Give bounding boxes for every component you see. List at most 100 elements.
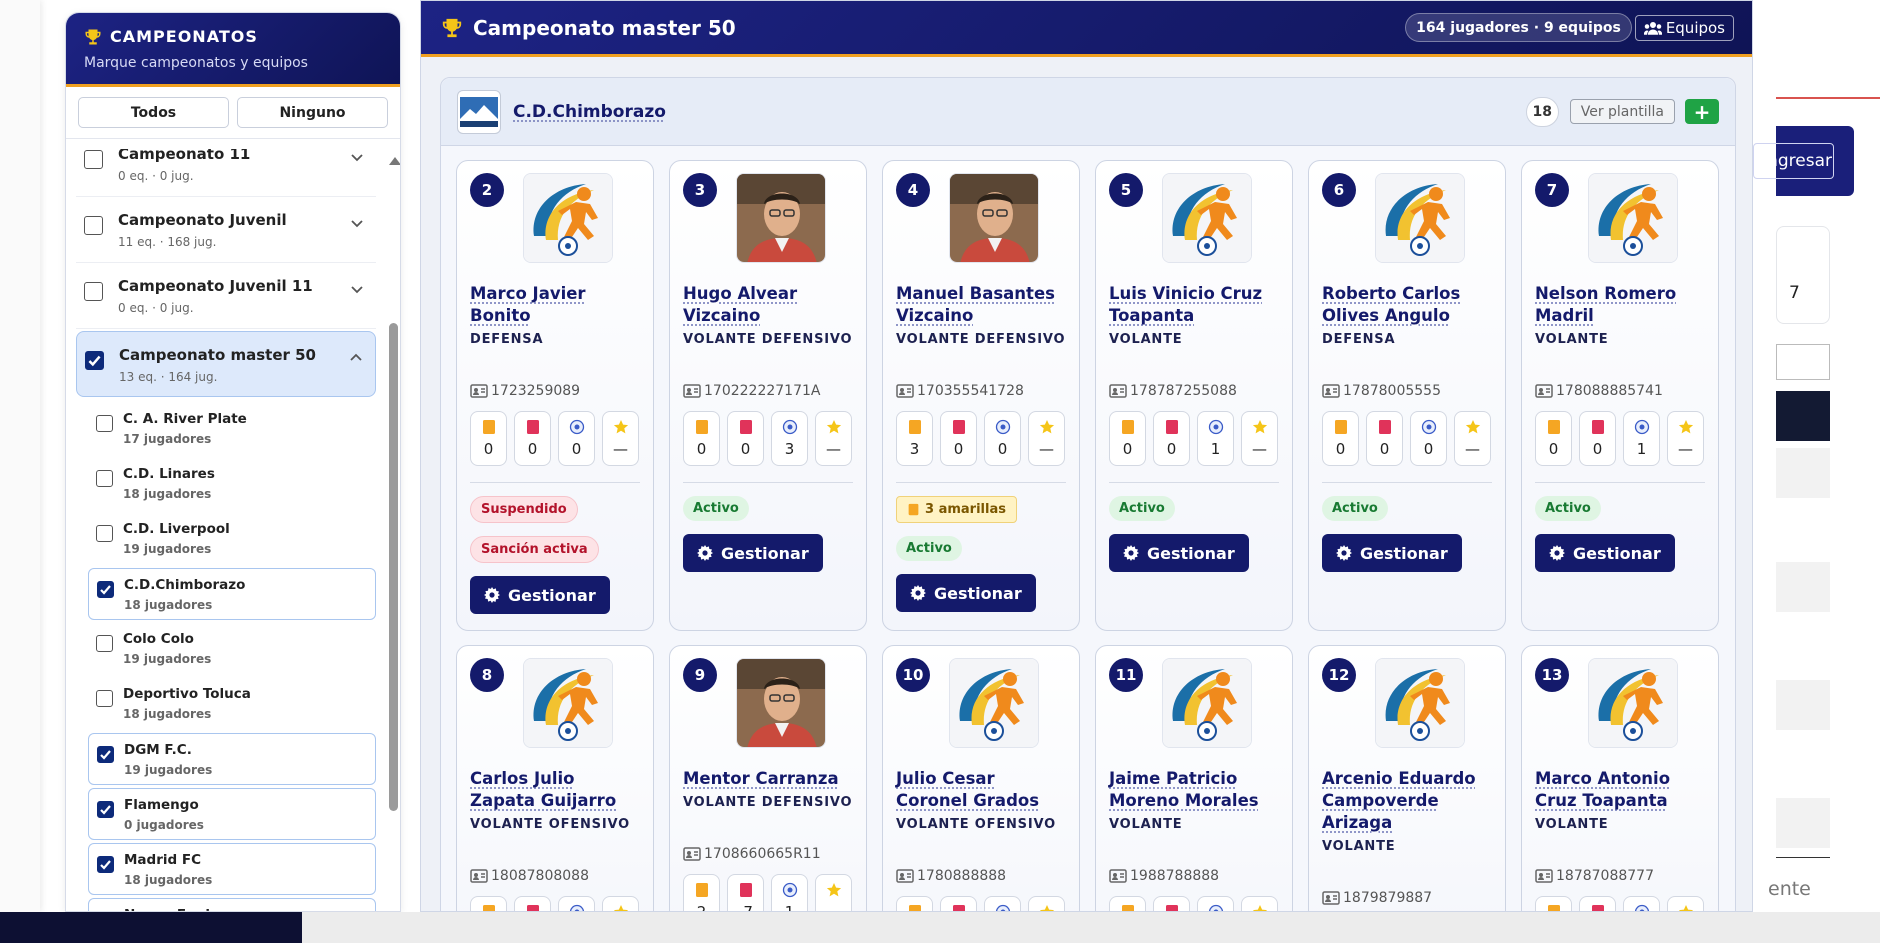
checkbox[interactable]	[85, 351, 104, 370]
team-name[interactable]: C.D.Chimborazo	[513, 101, 666, 122]
checkbox[interactable]	[96, 470, 113, 487]
player-card-top: 9	[683, 658, 853, 756]
championship-item[interactable]: Campeonato Juvenil 11 0 eq. · 0 jug.	[76, 263, 376, 329]
player-avatar	[1162, 173, 1252, 263]
stat-icon	[739, 883, 752, 897]
checkbox[interactable]	[96, 415, 113, 432]
player-name[interactable]: Carlos Julio Zapata Guijarro	[470, 769, 617, 810]
manage-button[interactable]: Gestionar	[1535, 534, 1675, 572]
championship-item[interactable]: Campeonato 11 0 eq. · 0 jug.	[76, 149, 376, 197]
checkbox[interactable]	[97, 746, 114, 763]
checkbox[interactable]	[84, 282, 103, 301]
player-name[interactable]: Arcenio Eduardo Campoverde Arizaga	[1322, 769, 1476, 832]
stat-box: 0	[727, 411, 764, 466]
player-name[interactable]: Nelson Romero Madril	[1535, 284, 1677, 325]
stat-box: 3	[771, 411, 808, 466]
checkbox[interactable]	[96, 635, 113, 652]
checkbox[interactable]	[96, 525, 113, 542]
player-name[interactable]: Hugo Alvear Vizcaino	[683, 284, 798, 325]
team-meta: 19 jugadores	[123, 542, 212, 556]
add-button[interactable]: +	[1685, 99, 1719, 124]
team-item[interactable]: C.D.Chimborazo 18 jugadores	[88, 568, 376, 620]
gear-icon	[697, 545, 713, 561]
championship-item[interactable]: Campeonato Juvenil 11 eq. · 168 jug.	[76, 197, 376, 263]
checkbox[interactable]	[97, 581, 114, 598]
stat-value: 1	[784, 903, 795, 912]
teams-button-label: Equipos	[1665, 18, 1725, 37]
team-item[interactable]: Madrid FC 18 jugadores	[88, 843, 376, 895]
team-item[interactable]: C.D. Liverpool 19 jugadores	[88, 513, 376, 565]
stat-box: 0	[683, 411, 720, 466]
chevron	[350, 353, 362, 361]
team-item[interactable]: DGM F.C. 19 jugadores	[88, 733, 376, 785]
chevron-wrap[interactable]	[350, 215, 364, 234]
select-all-button[interactable]: Todos	[78, 97, 229, 128]
team-name: C.D. Liverpool	[123, 521, 230, 537]
roster-button[interactable]: Ver plantilla	[1569, 99, 1675, 124]
team-item[interactable]: C.D. Linares 18 jugadores	[88, 458, 376, 510]
login-button[interactable]: Ingresar	[1753, 143, 1834, 179]
manage-button[interactable]: Gestionar	[470, 576, 610, 614]
player-stats: 0 0 0 —	[1322, 411, 1491, 466]
stat-value: 0	[483, 440, 494, 458]
team-item[interactable]: Deportivo Toluca 18 jugadores	[88, 678, 376, 730]
stat-icon	[695, 420, 708, 434]
id-card-icon	[896, 869, 914, 883]
player-name[interactable]: Marco Javier Bonito	[470, 284, 586, 325]
chevron-wrap[interactable]	[350, 281, 364, 300]
chevron-wrap[interactable]	[350, 149, 364, 168]
player-name[interactable]: Jaime Patricio Moreno Morales	[1109, 769, 1259, 810]
checkbox[interactable]	[97, 801, 114, 818]
stat-icon	[995, 904, 1010, 911]
player-avatar	[949, 658, 1039, 748]
stat-box	[1667, 896, 1704, 911]
championship-item[interactable]: Campeonato master 50 13 eq. · 164 jug.	[76, 331, 376, 397]
team-item[interactable]: Colo Colo 19 jugadores	[88, 623, 376, 675]
manage-label: Gestionar	[1360, 543, 1448, 563]
team-item[interactable]: Flamengo 0 jugadores	[88, 788, 376, 840]
chevron	[351, 154, 363, 162]
player-default-logo	[1589, 174, 1677, 262]
player-name[interactable]: Luis Vinicio Cruz Toapanta	[1109, 284, 1263, 325]
player-position: VOLANTE OFENSIVO	[470, 817, 630, 832]
select-none-button[interactable]: Ninguno	[237, 97, 388, 128]
manage-button[interactable]: Gestionar	[896, 574, 1036, 612]
checkbox[interactable]	[84, 216, 103, 235]
player-card-top: 8	[470, 658, 640, 756]
manage-button[interactable]: Gestionar	[683, 534, 823, 572]
player-id-row: 18787088777	[1535, 868, 1654, 884]
player-stats: 0 0 3 —	[683, 411, 852, 466]
separator	[1322, 482, 1492, 483]
separator	[1109, 482, 1279, 483]
player-name[interactable]: Marco Antonio Cruz Toapanta	[1535, 769, 1671, 810]
checkbox[interactable]	[96, 690, 113, 707]
player-name[interactable]: Mentor Carranza	[683, 769, 839, 788]
bg-row	[1776, 562, 1830, 612]
player-position: VOLANTE	[1535, 817, 1609, 832]
checkbox[interactable]	[84, 150, 103, 169]
player-stats	[896, 896, 1065, 911]
scroll-up[interactable]	[389, 157, 400, 165]
player-name[interactable]: Julio Cesar Coronel Grados	[896, 769, 1040, 810]
team-item[interactable]: C. A. River Plate 17 jugadores	[88, 403, 376, 455]
stat-value: 0	[1122, 440, 1133, 458]
team-item[interactable]: Nuevo Equipo0 jugadores	[88, 898, 376, 911]
stat-icon	[782, 419, 797, 435]
player-position: DEFENSA	[1322, 332, 1396, 347]
id-card-icon	[1535, 869, 1553, 883]
status-text: Activo	[1119, 501, 1165, 516]
player-id-row: 1879879887	[1322, 890, 1432, 906]
player-avatar	[736, 658, 826, 748]
checkbox[interactable]	[97, 856, 114, 873]
manage-button[interactable]: Gestionar	[1322, 534, 1462, 572]
player-name[interactable]: Roberto Carlos Olives Angulo	[1322, 284, 1461, 325]
manage-button[interactable]: Gestionar	[1109, 534, 1249, 572]
stat-box	[1535, 896, 1572, 911]
player-name[interactable]: Manuel Basantes Vizcaino	[896, 284, 1055, 325]
stat-box	[1241, 896, 1278, 911]
chevron-wrap[interactable]	[349, 350, 363, 369]
player-position: DEFENSA	[470, 332, 544, 347]
teams-button[interactable]: Equipos	[1634, 14, 1734, 41]
scroll-thumb[interactable]	[389, 323, 398, 811]
team-meta: 18 jugadores	[124, 598, 213, 612]
